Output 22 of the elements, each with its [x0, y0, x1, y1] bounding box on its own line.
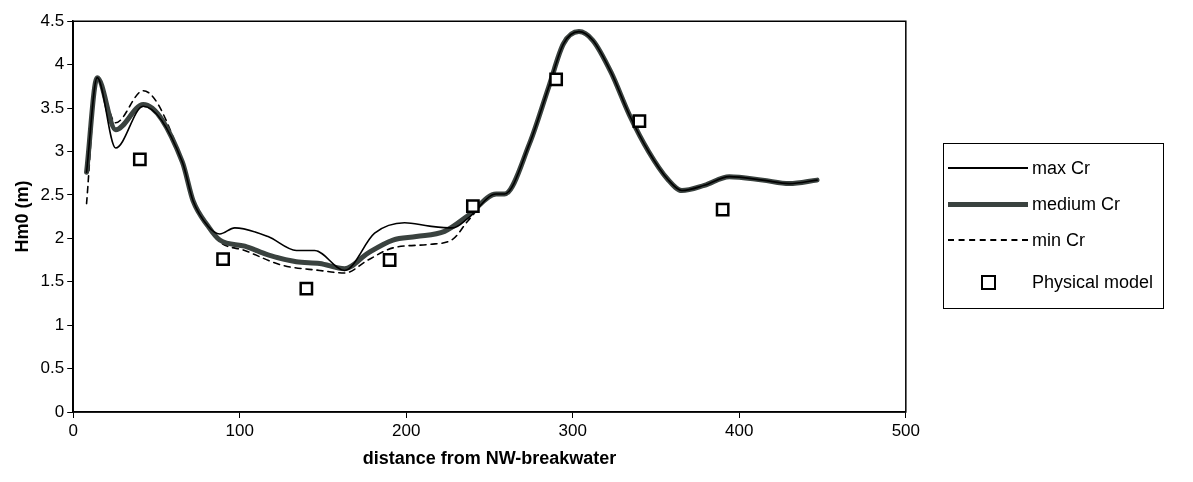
y-tick-label: 0	[54, 401, 65, 421]
y-axis-title: Hm0 (m)	[11, 180, 32, 253]
legend-label: max Cr	[1032, 157, 1090, 179]
y-tick-label: 2.5	[40, 184, 65, 204]
x-tick-label: 100	[225, 420, 254, 440]
x-tick-label: 500	[891, 420, 921, 440]
y-tick-label: 3	[54, 141, 65, 161]
y-tick-label: 1	[54, 314, 65, 334]
y-tick-label: 3.5	[40, 97, 65, 117]
legend-label: min Cr	[1032, 229, 1085, 251]
y-tick-label: 4.5	[40, 10, 65, 30]
y-tick-label: 1.5	[40, 271, 65, 291]
x-tick-label: 300	[558, 420, 587, 440]
x-tick-label: 0	[68, 420, 78, 440]
y-tick-label: 2	[54, 228, 65, 247]
x-axis-title: distance from NW-breakwater	[362, 448, 617, 469]
legend-label: Physical model	[1032, 271, 1154, 293]
x-tick-label: 200	[392, 420, 421, 440]
y-tick-label: 4	[54, 54, 65, 74]
x-tick-label: 400	[725, 420, 754, 440]
y-tick-label: 0.5	[40, 358, 65, 378]
legend-label: medium Cr	[1032, 193, 1121, 215]
